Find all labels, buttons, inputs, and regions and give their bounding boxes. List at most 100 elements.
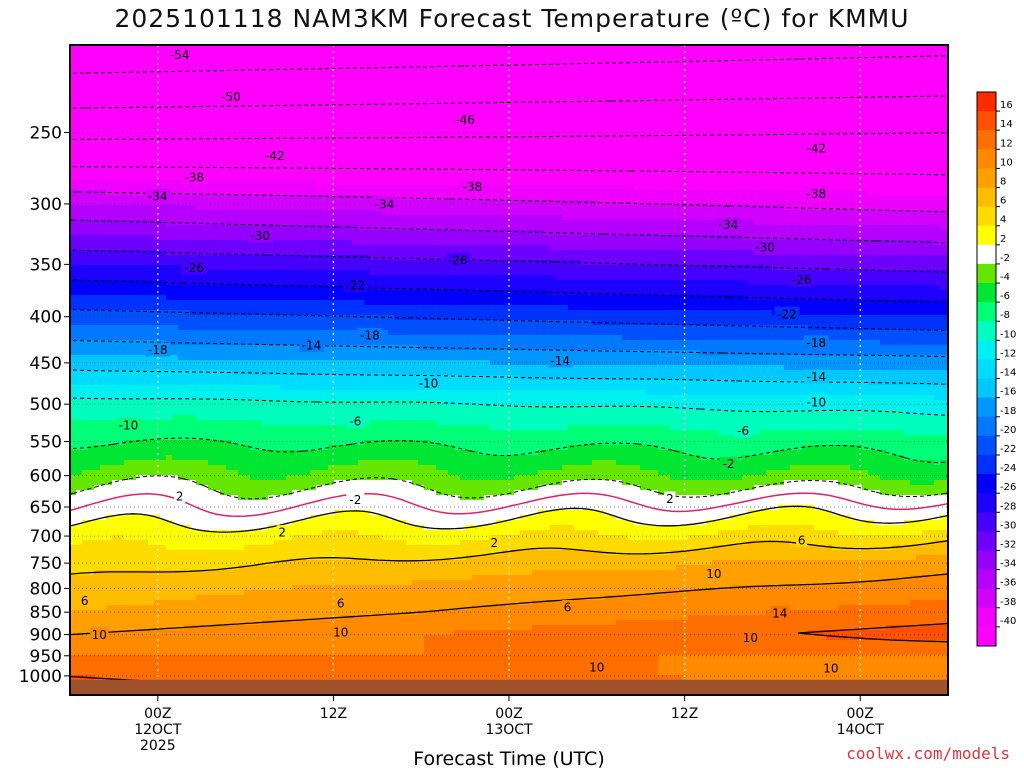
field-cell bbox=[166, 80, 173, 86]
field-cell bbox=[160, 505, 167, 511]
field-cell bbox=[142, 325, 149, 331]
field-cell bbox=[142, 55, 149, 61]
field-cell bbox=[142, 240, 149, 246]
field-cell bbox=[160, 465, 167, 471]
field-cell bbox=[124, 645, 131, 651]
field-cell bbox=[148, 290, 155, 296]
field-cell bbox=[100, 230, 107, 236]
field-cell bbox=[82, 110, 89, 116]
field-cell bbox=[124, 200, 131, 206]
field-cell bbox=[82, 470, 89, 476]
field-cell bbox=[118, 350, 125, 356]
field-cell bbox=[76, 650, 83, 656]
field-cell bbox=[76, 450, 83, 456]
field-cell bbox=[82, 530, 89, 536]
field-cell bbox=[112, 645, 119, 651]
field-cell bbox=[160, 130, 167, 136]
field-cell bbox=[94, 210, 101, 216]
field-cell bbox=[94, 620, 101, 626]
field-cell bbox=[148, 180, 155, 186]
field-cell bbox=[160, 390, 167, 396]
field-cell bbox=[94, 65, 101, 71]
field-cell bbox=[88, 300, 95, 306]
field-cell bbox=[136, 80, 143, 86]
field-cell bbox=[160, 430, 167, 436]
field-cell bbox=[112, 350, 119, 356]
field-cell bbox=[82, 405, 89, 411]
field-cell bbox=[106, 585, 113, 591]
field-cell bbox=[148, 565, 155, 571]
field-cell bbox=[136, 215, 143, 221]
field-cell bbox=[94, 290, 101, 296]
field-cell bbox=[100, 295, 107, 301]
field-cell bbox=[82, 270, 89, 276]
field-cell bbox=[100, 585, 107, 591]
field-cell bbox=[142, 495, 149, 501]
field-cell bbox=[148, 255, 155, 261]
field-cell bbox=[130, 230, 137, 236]
field-cell bbox=[130, 305, 137, 311]
field-cell bbox=[76, 405, 83, 411]
field-cell bbox=[136, 380, 143, 386]
field-cell bbox=[94, 510, 101, 516]
field-cell bbox=[160, 140, 167, 146]
field-cell bbox=[166, 125, 173, 131]
field-cell bbox=[142, 565, 149, 571]
field-cell bbox=[112, 180, 119, 186]
field-cell bbox=[124, 365, 131, 371]
field-cell bbox=[112, 545, 119, 551]
field-cell bbox=[160, 445, 167, 451]
field-cell bbox=[142, 65, 149, 71]
field-cell bbox=[124, 375, 131, 381]
field-cell bbox=[166, 150, 173, 156]
field-cell bbox=[124, 460, 131, 466]
field-cell bbox=[118, 235, 125, 241]
field-cell bbox=[142, 155, 149, 161]
field-cell bbox=[112, 470, 119, 476]
field-cell bbox=[130, 315, 137, 321]
field-cell bbox=[82, 155, 89, 161]
field-cell bbox=[76, 580, 83, 586]
field-cell bbox=[82, 290, 89, 296]
field-cell bbox=[148, 495, 155, 501]
field-cell bbox=[160, 180, 167, 186]
field-cell bbox=[142, 415, 149, 421]
field-cell bbox=[136, 530, 143, 536]
field-cell bbox=[124, 350, 131, 356]
field-cell bbox=[142, 290, 149, 296]
field-cell bbox=[130, 670, 137, 676]
field-cell bbox=[118, 615, 125, 621]
field-cell bbox=[118, 515, 125, 521]
field-cell bbox=[76, 355, 83, 361]
field-cell bbox=[76, 430, 83, 436]
field-cell bbox=[136, 550, 143, 556]
field-cell bbox=[148, 215, 155, 221]
field-cell bbox=[160, 120, 167, 126]
field-cell bbox=[76, 130, 83, 136]
field-cell bbox=[160, 145, 167, 151]
field-cell bbox=[94, 460, 101, 466]
field-cell bbox=[94, 375, 101, 381]
field-cell bbox=[94, 390, 101, 396]
field-cell bbox=[136, 450, 143, 456]
field-cell bbox=[112, 115, 119, 121]
field-cell bbox=[106, 295, 113, 301]
field-cell bbox=[76, 370, 83, 376]
field-cell bbox=[118, 285, 125, 291]
field-cell bbox=[118, 300, 125, 306]
field-cell bbox=[160, 260, 167, 266]
field-cell bbox=[160, 205, 167, 211]
field-cell bbox=[148, 60, 155, 66]
field-cell bbox=[160, 425, 167, 431]
field-cell bbox=[130, 565, 137, 571]
field-cell bbox=[112, 295, 119, 301]
field-cell bbox=[100, 435, 107, 441]
field-cell bbox=[148, 635, 155, 641]
field-cell bbox=[118, 240, 125, 246]
field-cell bbox=[82, 455, 89, 461]
field-cell bbox=[76, 345, 83, 351]
field-cell bbox=[94, 565, 101, 571]
field-cell bbox=[124, 80, 131, 86]
field-cell bbox=[130, 375, 137, 381]
field-cell bbox=[76, 400, 83, 406]
